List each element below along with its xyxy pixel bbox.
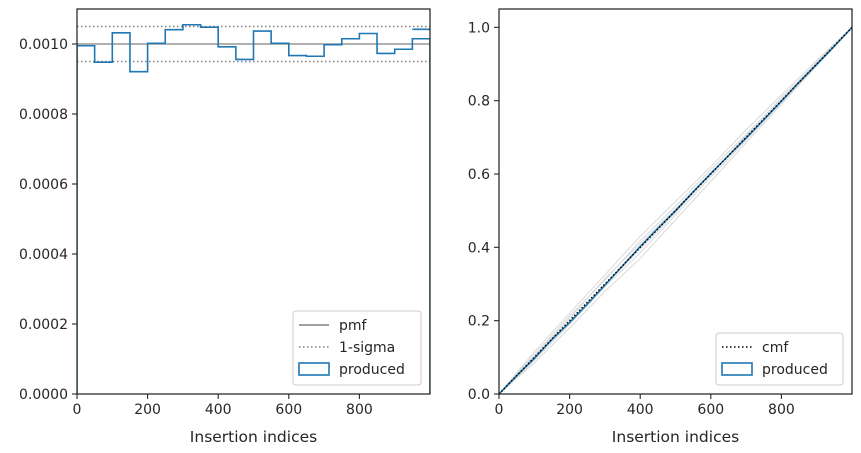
legend-box — [721, 362, 753, 376]
produced-step — [77, 23, 430, 394]
x-tick-label: 200 — [134, 402, 161, 418]
legend-label: cmf — [762, 340, 789, 356]
legend: pmf 1-sigma produced — [292, 310, 422, 386]
x-tick-label: 400 — [627, 402, 654, 418]
y-tick-label: 0.0002 — [19, 317, 68, 333]
x-tick-label: 200 — [556, 402, 583, 418]
realization-curve — [499, 26, 852, 394]
y-tick-label: 0.0008 — [19, 107, 68, 123]
x-tick-label: 0 — [495, 402, 504, 418]
x-tick-label: 800 — [346, 402, 373, 418]
axes-frame — [498, 8, 853, 395]
x-axis-label: Insertion indices — [612, 428, 739, 446]
y-tick-label: 0.6 — [468, 167, 490, 183]
plot-area — [499, 26, 852, 394]
legend: cmf produced — [715, 332, 844, 386]
realization-curve — [499, 26, 852, 394]
y-tick-label: 0.0010 — [19, 37, 68, 53]
plot-area — [77, 23, 430, 394]
legend-frame — [715, 332, 844, 386]
legend-label: pmf — [339, 318, 368, 334]
x-tick-label: 600 — [697, 402, 724, 418]
x-tick-label: 0 — [73, 402, 82, 418]
y-tick-label: 0.4 — [468, 240, 490, 256]
y-tick-label: 0.0006 — [19, 177, 68, 193]
y-tick-label: 0.2 — [468, 314, 490, 330]
x-tick-label: 600 — [275, 402, 302, 418]
left-panel-pmf: 0 200 400 600 800 0.0000 0.0002 0.0004 0.0006 0.0… — [19, 8, 431, 446]
y-tick-label: 0.8 — [468, 94, 490, 110]
legend-box — [298, 362, 330, 376]
y-tick-label: 0.0004 — [19, 247, 68, 263]
right-panel-cmf: 0 200 400 600 800 0.0 0.2 0.4 0.6 0.8 1.0 Insertion… — [468, 8, 853, 446]
legend-label: produced — [762, 362, 828, 378]
legend-label: 1-sigma — [339, 340, 395, 356]
y-tick-label: 0.0 — [468, 387, 490, 403]
y-tick-label: 0.0000 — [19, 387, 68, 403]
cmf-line — [499, 26, 852, 394]
x-tick-label: 400 — [205, 402, 232, 418]
legend-label: produced — [339, 362, 405, 378]
legend-frame — [292, 310, 422, 386]
x-axis-label: Insertion indices — [190, 428, 317, 446]
y-tick-label: 1.0 — [468, 20, 490, 36]
axes-frame — [76, 8, 431, 395]
x-tick-label: 800 — [768, 402, 795, 418]
realization-curve — [499, 26, 852, 394]
